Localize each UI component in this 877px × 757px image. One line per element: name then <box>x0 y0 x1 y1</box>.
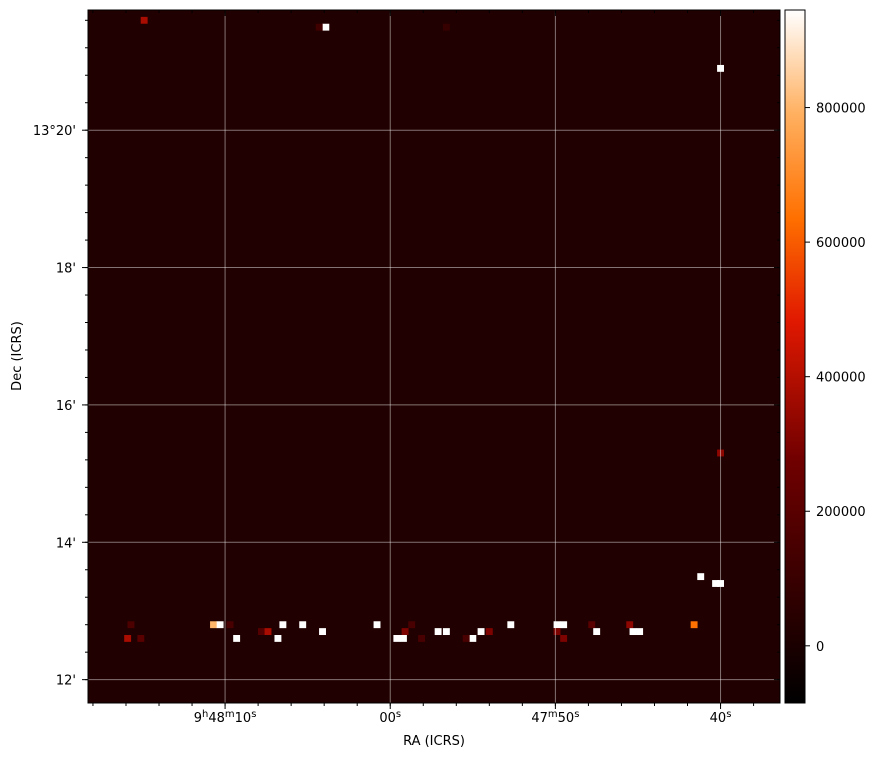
x-tick-label: 9h48m10s <box>194 709 257 726</box>
source-pixel <box>274 635 282 642</box>
y-axis-label: Dec (ICRS) <box>10 321 25 391</box>
source-pixel <box>279 621 287 629</box>
source-pixel <box>717 64 724 72</box>
source-pixel <box>137 635 145 642</box>
x-tick-label: 47m50s <box>531 709 579 726</box>
source-pixel <box>399 635 407 642</box>
source-pixel <box>264 628 272 636</box>
source-pixel <box>697 573 705 581</box>
y-tick-label: 14' <box>56 536 76 551</box>
source-pixel <box>373 621 381 629</box>
source-pixel <box>127 621 135 629</box>
source-pixel <box>233 635 241 642</box>
source-pixel <box>319 628 326 636</box>
source-pixel <box>462 635 470 642</box>
source-pixel <box>717 580 724 587</box>
y-tick-label: 12' <box>56 674 76 689</box>
source-pixel <box>442 23 450 31</box>
source-pixel <box>560 621 568 629</box>
source-pixel <box>553 628 561 636</box>
source-pixel <box>216 621 224 629</box>
y-tick-label: 13°20' <box>33 124 76 139</box>
colorbar-tick-label: 0 <box>816 640 824 655</box>
y-tick-label: 16' <box>56 399 76 414</box>
colorbar-ticks: 0 200000 400000 600000 800000 <box>805 102 866 655</box>
x-tick-labels: 9h48m10s 00s 47m50s 40s <box>194 709 732 726</box>
source-pixel <box>210 621 217 629</box>
source-pixel <box>717 449 724 457</box>
y-tick-labels: 13°20' 18' 16' 14' 12' <box>33 124 76 688</box>
x-axis-label: RA (ICRS) <box>403 734 465 749</box>
source-pixel <box>588 621 596 629</box>
source-pixel <box>299 621 307 629</box>
source-pixel <box>636 628 644 636</box>
source-pixel <box>626 621 634 629</box>
colorbar-tick-label: 600000 <box>816 236 866 251</box>
source-pixels <box>124 16 724 642</box>
colorbar-tick-label: 200000 <box>816 505 866 520</box>
source-pixel <box>124 635 132 642</box>
source-pixel <box>560 635 568 642</box>
source-pixel <box>629 628 637 636</box>
source-pixel <box>442 628 450 636</box>
source-pixel <box>485 628 493 636</box>
colorbar <box>784 9 806 704</box>
source-pixel <box>507 621 515 629</box>
colorbar-tick-label: 800000 <box>816 102 866 117</box>
axis-ticks <box>82 10 780 709</box>
source-pixel <box>418 635 426 642</box>
source-pixel <box>690 621 698 629</box>
source-pixel <box>712 580 720 587</box>
source-pixel <box>593 628 601 636</box>
plot-area <box>88 10 780 703</box>
x-tick-label: 40s <box>710 709 732 726</box>
source-pixel <box>257 628 265 636</box>
source-pixel <box>393 635 401 642</box>
source-pixel <box>553 621 561 629</box>
source-pixel <box>477 628 485 636</box>
source-pixel <box>140 16 148 24</box>
colorbar-tick-label: 400000 <box>816 371 866 386</box>
source-pixel <box>322 23 330 31</box>
source-pixel <box>401 628 409 636</box>
source-pixel <box>434 628 442 636</box>
source-pixel <box>408 621 416 629</box>
grid-lines <box>88 10 780 703</box>
source-pixel <box>469 635 477 642</box>
y-tick-label: 18' <box>56 262 76 277</box>
x-tick-label: 00s <box>379 709 401 726</box>
plot-frame <box>87 9 781 704</box>
source-pixel <box>315 23 323 31</box>
source-pixel <box>226 621 234 629</box>
